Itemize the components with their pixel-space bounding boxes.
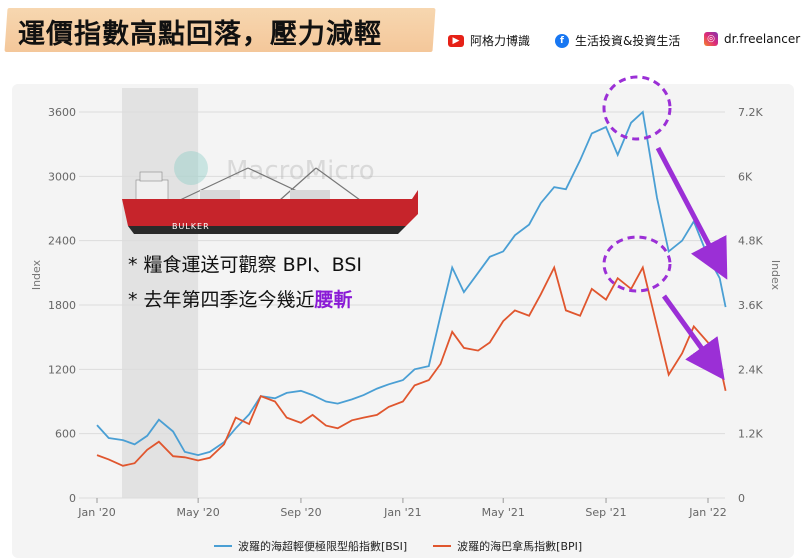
y-left-tick-label: 1800 — [48, 299, 76, 312]
x-tick-label: May '20 — [177, 506, 220, 519]
grid — [79, 111, 725, 499]
y-right-tick-label: 2.4K — [738, 363, 763, 376]
y-axis-left-label: Index — [30, 259, 43, 290]
y-left-tick-label: 1200 — [48, 363, 76, 376]
note-line-1: * 糧食運送可觀察 BPI、BSI — [128, 254, 363, 276]
x-tick-label: Jan '20 — [77, 506, 115, 519]
x-tick-label: Sep '21 — [585, 506, 626, 519]
instagram-icon: ◎ — [704, 32, 718, 46]
legend-item-bsi[interactable]: 波羅的海超輕便極限型船指數[BSI] — [214, 538, 407, 554]
note-line-2-text: * 去年第四季迄今幾近 — [128, 289, 315, 311]
y-right-tick-label: 1.2K — [738, 428, 763, 441]
y-axis-left: 0 600 1200 1800 2400 3000 3600 — [48, 106, 76, 505]
legend-swatch-bpi — [433, 545, 452, 547]
youtube-link[interactable]: ▶ 阿格力博識 — [448, 32, 530, 49]
bulk-ship-illustration: BULKER — [122, 167, 418, 234]
youtube-label: 阿格力博識 — [470, 34, 531, 48]
y-right-tick-label: 7.2K — [738, 106, 763, 119]
legend-label-bpi: 波羅的海巴拿馬指數[BPI] — [457, 540, 583, 553]
facebook-link[interactable]: f 生活投資&投資生活 — [555, 32, 680, 49]
instagram-link[interactable]: ◎ dr.freelancer — [704, 32, 800, 46]
watermark: MacroMicro — [174, 151, 375, 186]
watermark-text: MacroMicro — [226, 156, 375, 186]
x-tick-label: Jan '22 — [688, 506, 726, 519]
note-line-2: * 去年第四季迄今幾近腰斬 — [128, 285, 353, 312]
x-tick-label: May '21 — [482, 506, 525, 519]
facebook-label: 生活投資&投資生活 — [575, 34, 681, 48]
y-left-tick-label: 2400 — [48, 235, 76, 248]
page-title: 運價指數高點回落，壓力減輕 — [18, 19, 382, 50]
y-left-tick-label: 3600 — [48, 106, 76, 119]
shaded-period — [122, 88, 199, 498]
note-line-2-highlight: 腰斬 — [314, 289, 353, 311]
legend-swatch-bsi — [214, 545, 232, 547]
y-left-tick-label: 0 — [69, 492, 76, 505]
y-right-tick-label: 6K — [738, 170, 753, 183]
y-axis-right: 0 1.2K 2.4K 3.6K 4.8K 6K 7.2K — [738, 106, 763, 505]
header: 運價指數高點回落，壓力減輕 ▶ 阿格力博識 f 生活投資&投資生活 ◎ dr.f… — [0, 0, 805, 70]
annotation-circle-bpi-peak — [602, 235, 672, 293]
x-tick-label: Sep '20 — [280, 506, 321, 519]
y-left-tick-label: 3000 — [48, 170, 76, 183]
y-axis-right-label: Index — [769, 260, 782, 291]
y-right-tick-label: 3.6K — [738, 299, 763, 312]
instagram-label: dr.freelancer — [724, 32, 801, 46]
facebook-icon: f — [555, 33, 569, 48]
legend: 波羅的海超輕便極限型船指數[BSI] 波羅的海巴拿馬指數[BPI] — [214, 538, 582, 554]
series-line-bsi — [96, 110, 727, 457]
annotation-arrow-bpi — [661, 294, 725, 381]
y-left-tick-label: 600 — [55, 428, 76, 441]
legend-label-bsi: 波羅的海超輕便極限型船指數[BSI] — [238, 540, 408, 553]
watermark-logo-icon — [174, 151, 208, 185]
y-right-tick-label: 0 — [738, 492, 745, 505]
youtube-icon: ▶ — [448, 34, 464, 47]
legend-item-bpi[interactable]: 波羅的海巴拿馬指數[BPI] — [433, 538, 582, 554]
y-right-tick-label: 4.8K — [738, 235, 763, 248]
x-tick-label: Jan '21 — [383, 506, 421, 519]
annotation-circle-bsi-peak — [602, 75, 672, 141]
series-line-bpi — [96, 264, 727, 467]
x-axis: Jan '20 May '20 Sep '20 Jan '21 May '21 Sep '… — [77, 498, 727, 519]
ship-label: BULKER — [172, 222, 210, 231]
annotation-arrow-bsi — [655, 146, 728, 280]
